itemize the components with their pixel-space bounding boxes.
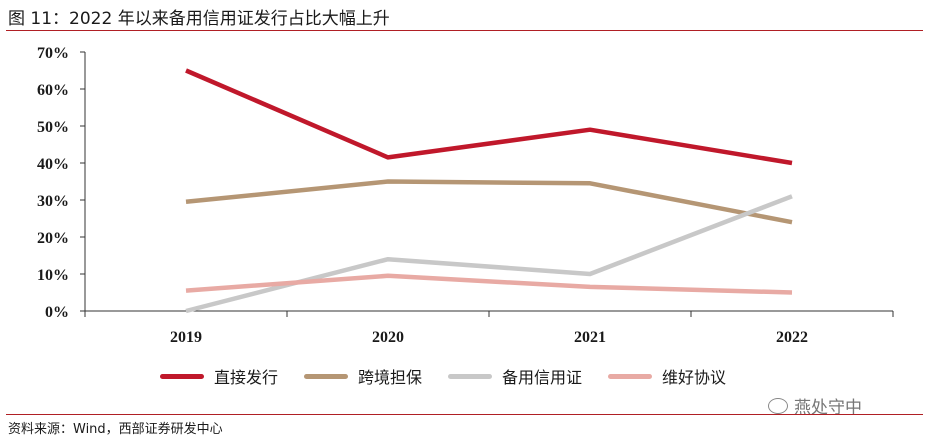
legend-item-guarantee: 跨境担保 [304, 364, 422, 388]
legend-label-keepwell: 维好协议 [662, 368, 727, 387]
legend-swatch-standby [448, 373, 493, 379]
watermark: 燕处守中 [768, 393, 862, 418]
legend-item-keepwell: 维好协议 [608, 364, 726, 388]
y-tick-label: 20% [37, 230, 69, 247]
x-tick-label: 2022 [776, 329, 808, 346]
x-tick-label: 2021 [574, 329, 606, 346]
y-tick-label: 70% [37, 45, 69, 62]
series-line-0 [185, 68, 793, 166]
x-tick-label: 2019 [170, 329, 202, 346]
legend-label-standby: 备用信用证 [502, 368, 583, 387]
legend-swatch-guarantee [304, 373, 349, 379]
legend-swatch-keepwell [608, 373, 653, 379]
series-line-2 [185, 194, 793, 314]
legend-item-standby: 备用信用证 [448, 364, 582, 388]
legend-swatch-direct [160, 373, 204, 379]
title-rule [6, 30, 923, 31]
y-tick-label: 60% [37, 82, 69, 99]
series-line-3 [185, 273, 793, 295]
series-line-1 [185, 179, 793, 225]
source-note: 资料来源：Wind，西部证券研发中心 [8, 422, 223, 437]
y-tick-label: 40% [37, 156, 69, 173]
x-tick-label: 2020 [372, 329, 404, 346]
line-chart: 0% 10% 20% 30% 40% 50% 60% 70% 2019 2020 2021 2022 [37, 45, 894, 346]
y-tick-label: 50% [37, 119, 69, 136]
figure-title: 图 11：2022 年以来备用信用证发行占比大幅上升 [8, 9, 390, 29]
y-tick-label: 0% [45, 304, 69, 321]
wechat-icon [768, 397, 788, 414]
y-tick-label: 30% [37, 193, 69, 210]
legend: 直接发行 跨境担保 备用信用证 维好协议 [160, 364, 726, 388]
watermark-text: 燕处守中 [794, 398, 862, 418]
legend-label-direct: 直接发行 [214, 368, 279, 387]
y-tick-label: 10% [37, 267, 69, 284]
legend-label-guarantee: 跨境担保 [358, 368, 423, 387]
legend-item-direct: 直接发行 [160, 364, 278, 388]
source-rule [6, 414, 923, 415]
